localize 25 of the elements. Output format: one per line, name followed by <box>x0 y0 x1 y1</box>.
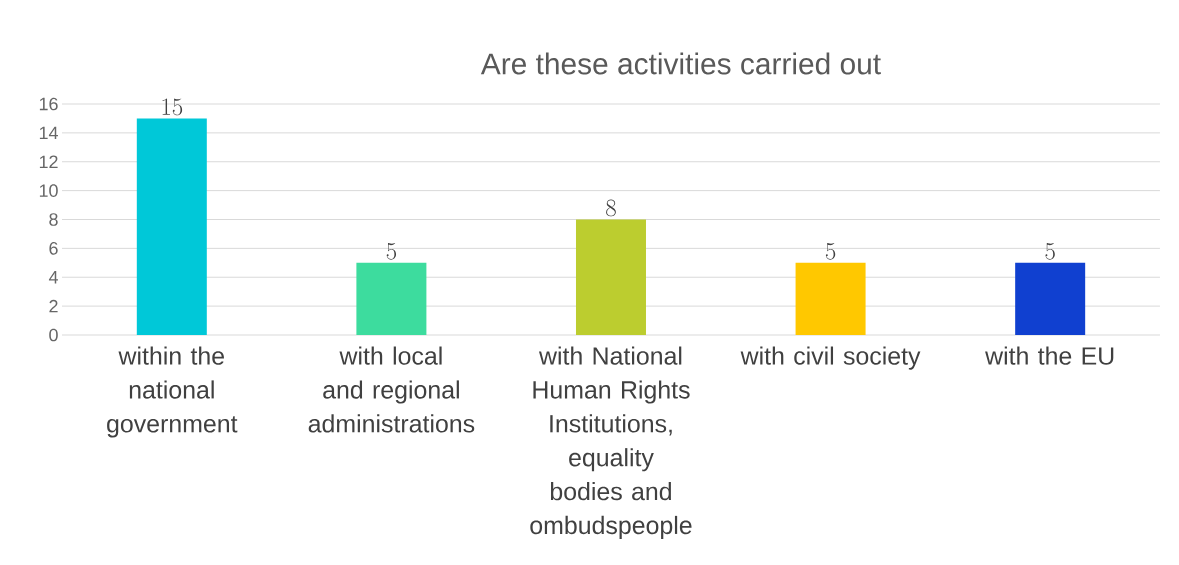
y-tick-label: 6 <box>49 242 58 255</box>
y-tick-label: 12 <box>39 155 58 168</box>
y-tick-label: 8 <box>49 213 58 226</box>
y-tick-label: 10 <box>39 184 58 197</box>
data-label: 5 <box>1045 242 1055 260</box>
x-tick-label: with the EU <box>985 346 1114 365</box>
bar <box>136 118 207 335</box>
bar <box>356 262 427 335</box>
y-tick-label: 4 <box>48 271 58 284</box>
data-label: 5 <box>825 242 836 260</box>
y-tick-label: 0 <box>49 328 58 342</box>
bar <box>795 262 866 335</box>
x-tick-label: within the national government <box>107 346 238 438</box>
bar <box>575 219 646 335</box>
data-label: 8 <box>606 199 616 217</box>
chart-title: Are these activities carried out <box>480 52 881 75</box>
y-tick-label: 2 <box>49 299 58 313</box>
data-label: 15 <box>162 98 183 116</box>
x-tick-label: with National Human Rights Institutions, equality bodies and ombudspeople <box>530 346 692 540</box>
y-tick-label: 16 <box>39 97 58 111</box>
x-tick-label: with civil society <box>740 346 921 370</box>
y-tick-label: 14 <box>39 126 58 140</box>
bar <box>1015 262 1086 335</box>
data-label: 5 <box>386 242 397 260</box>
x-tick-label: with local and regional administrations <box>308 346 475 433</box>
